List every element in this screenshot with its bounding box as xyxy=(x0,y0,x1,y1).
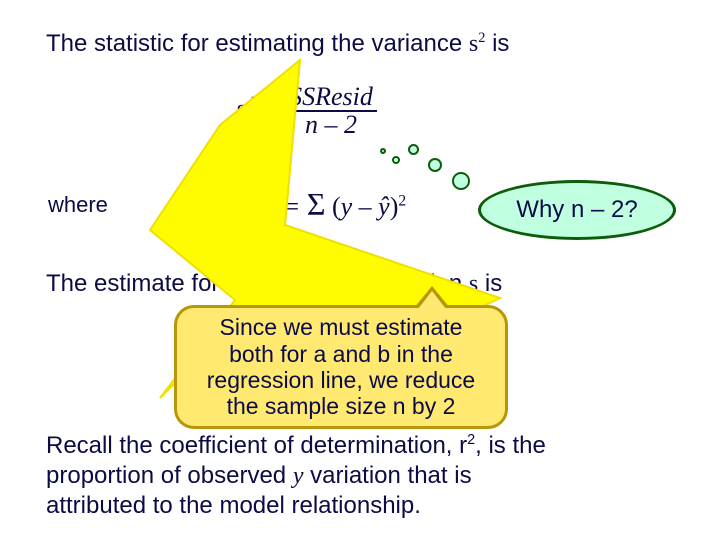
why-bubble: Why n – 2? xyxy=(478,180,676,240)
bubble-text: Why n – 2? xyxy=(516,196,637,224)
yellow-burst xyxy=(0,0,720,540)
thought-dot-0 xyxy=(452,172,470,190)
thought-dot-1 xyxy=(428,158,442,172)
callout-tail-fill xyxy=(418,291,446,309)
slide-stage: { "colors": { "ink": "#0b0b46", "accent"… xyxy=(0,0,720,540)
thought-dot-3 xyxy=(392,156,400,164)
thought-dot-4 xyxy=(380,148,386,154)
explain-callout: Since we must estimate both for a and b … xyxy=(174,305,508,429)
thought-dot-2 xyxy=(408,144,419,155)
callout-text: Since we must estimate both for a and b … xyxy=(207,314,475,420)
